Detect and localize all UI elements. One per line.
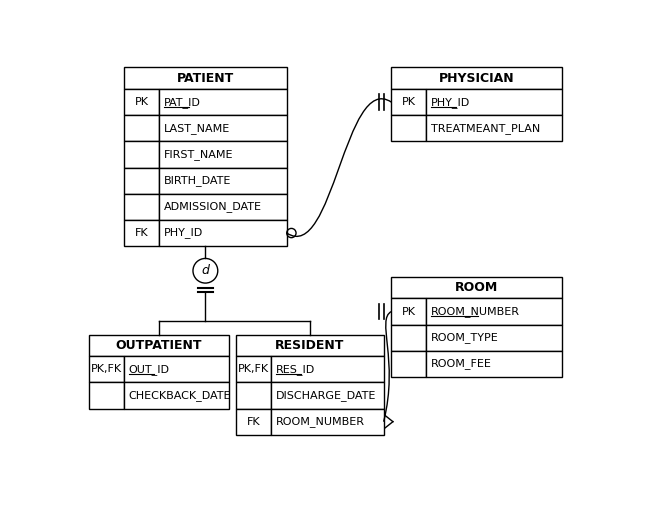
Bar bbox=[236, 356, 271, 382]
Bar bbox=[124, 356, 229, 382]
Text: FK: FK bbox=[135, 228, 148, 238]
Text: PK,FK: PK,FK bbox=[91, 364, 122, 375]
Bar bbox=[159, 168, 286, 194]
Bar bbox=[124, 168, 159, 194]
Bar bbox=[391, 89, 426, 115]
Bar bbox=[426, 324, 562, 351]
Text: PK: PK bbox=[402, 97, 416, 107]
Text: DISCHARGE_DATE: DISCHARGE_DATE bbox=[276, 390, 376, 401]
Bar bbox=[159, 115, 286, 142]
Text: PHY_ID: PHY_ID bbox=[431, 97, 470, 108]
Bar bbox=[271, 382, 383, 409]
Text: PHYSICIAN: PHYSICIAN bbox=[439, 72, 514, 85]
Text: RES_ID: RES_ID bbox=[276, 364, 315, 375]
Text: ADMISSION_DATE: ADMISSION_DATE bbox=[163, 201, 262, 212]
Text: PK: PK bbox=[402, 307, 416, 317]
Bar bbox=[271, 409, 383, 435]
Text: LAST_NAME: LAST_NAME bbox=[163, 123, 230, 134]
Text: PHY_ID: PHY_ID bbox=[163, 227, 202, 239]
Text: ROOM_TYPE: ROOM_TYPE bbox=[431, 332, 499, 343]
Bar bbox=[236, 382, 271, 409]
Text: PK: PK bbox=[135, 97, 148, 107]
Text: ROOM_NUMBER: ROOM_NUMBER bbox=[276, 416, 365, 427]
Bar bbox=[426, 298, 562, 324]
Bar bbox=[236, 335, 383, 356]
Text: CHECKBACK_DATE: CHECKBACK_DATE bbox=[129, 390, 231, 401]
Bar bbox=[159, 194, 286, 220]
Bar bbox=[426, 115, 562, 142]
Bar bbox=[236, 409, 271, 435]
Bar bbox=[124, 89, 159, 115]
Text: PAT_ID: PAT_ID bbox=[163, 97, 201, 108]
Bar bbox=[426, 351, 562, 377]
Bar bbox=[89, 382, 124, 409]
Text: OUT_ID: OUT_ID bbox=[129, 364, 170, 375]
Text: RESIDENT: RESIDENT bbox=[275, 339, 344, 352]
Text: PATIENT: PATIENT bbox=[177, 72, 234, 85]
Bar bbox=[89, 335, 229, 356]
Bar bbox=[159, 89, 286, 115]
Bar bbox=[391, 298, 426, 324]
Bar bbox=[124, 382, 229, 409]
Text: PK,FK: PK,FK bbox=[238, 364, 270, 375]
Text: OUTPATIENT: OUTPATIENT bbox=[116, 339, 202, 352]
Text: ROOM: ROOM bbox=[455, 281, 498, 294]
Bar bbox=[271, 356, 383, 382]
Bar bbox=[124, 220, 159, 246]
Text: TREATMEANT_PLAN: TREATMEANT_PLAN bbox=[431, 123, 540, 134]
Bar bbox=[391, 115, 426, 142]
Bar bbox=[89, 356, 124, 382]
Text: ROOM_FEE: ROOM_FEE bbox=[431, 359, 492, 369]
Bar bbox=[391, 351, 426, 377]
Text: FIRST_NAME: FIRST_NAME bbox=[163, 149, 233, 160]
Bar bbox=[124, 67, 286, 89]
Text: FK: FK bbox=[247, 416, 260, 427]
Bar bbox=[159, 220, 286, 246]
Bar bbox=[391, 324, 426, 351]
Text: BIRTH_DATE: BIRTH_DATE bbox=[163, 175, 231, 186]
Bar bbox=[159, 142, 286, 168]
Bar bbox=[124, 115, 159, 142]
Bar bbox=[391, 277, 562, 298]
Text: ROOM_NUMBER: ROOM_NUMBER bbox=[431, 306, 520, 317]
Bar bbox=[124, 194, 159, 220]
Text: d: d bbox=[201, 264, 210, 277]
Bar bbox=[124, 142, 159, 168]
Bar bbox=[426, 89, 562, 115]
Bar bbox=[391, 67, 562, 89]
